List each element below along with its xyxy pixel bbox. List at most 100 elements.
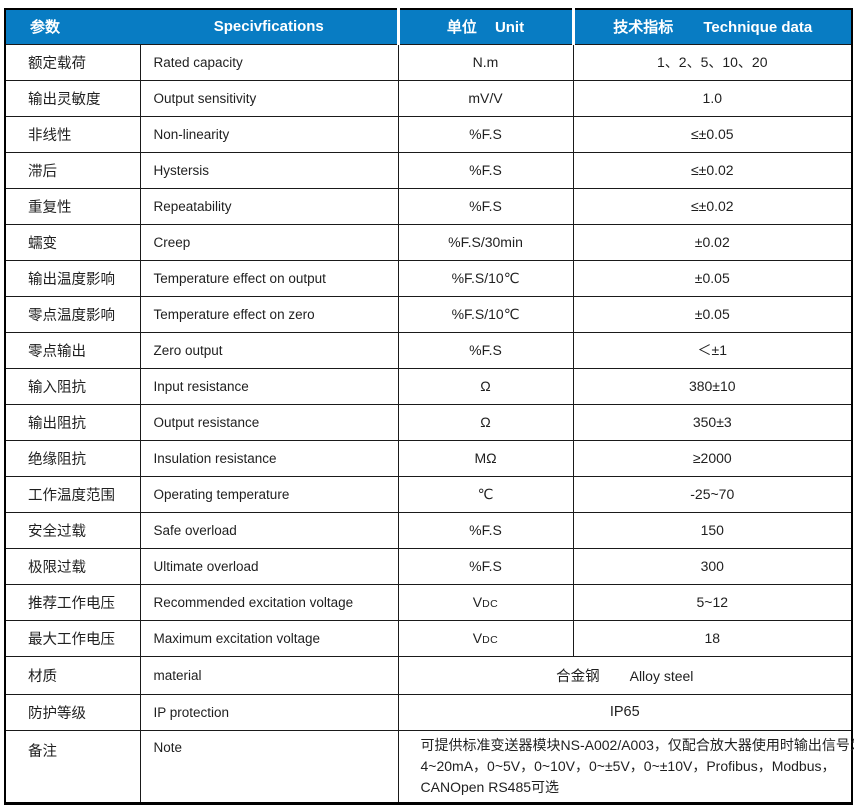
unit-cell: %F.S/10℃ [397,295,574,333]
header-tech-en: Technique data [703,19,813,37]
table-row: 安全过载 Safe overload %F.S 150 [4,511,853,549]
unit-vdc-subscript: DC [482,634,499,646]
param-cn-cell: 工作温度范围 [4,475,141,513]
param-en-cell: Output sensitivity [139,79,399,117]
unit-cell: %F.S/30min [397,223,574,261]
param-cn-cell: 备注 [4,729,141,804]
material-value-cn: 合金钢 [556,668,600,685]
value-cell: ±0.05 [572,295,853,333]
param-cn-cell: 安全过载 [4,511,141,549]
header-param-cn: 参数 [30,19,61,37]
param-cn-cell: 输出灵敏度 [4,79,141,117]
header-unit-cn: 单位 [446,19,477,37]
value-cell: 380±10 [572,367,853,405]
param-en-cell: Zero output [139,331,399,369]
table-row: 工作温度范围 Operating temperature ℃ -25~70 [4,475,853,513]
unit-cell: mV/V [397,79,574,117]
table-row: 滞后 Hystersis %F.S ≤±0.02 [4,151,853,189]
table-row: 输出灵敏度 Output sensitivity mV/V 1.0 [4,79,853,117]
spec-table: 参数 Specivfications 单位 Unit 技术指标 Technique … [4,8,854,805]
unit-cell: %F.S [397,115,574,153]
value-cell: ±0.05 [572,259,853,297]
unit-vdc: V [472,630,483,646]
table-row-note: 备注 Note 可提供标准变送器模块NS-A002/A003，仅配合放大器使用时… [4,729,854,804]
unit-vdc-subscript: DC [482,598,499,610]
value-cell: -25~70 [572,475,853,513]
unit-cell: ℃ [397,475,574,513]
unit-cell: %F.S [397,151,574,189]
param-cn-cell: 防护等级 [4,693,141,731]
header-cell-parameters: 参数 Specivfications [5,9,399,45]
unit-cell: %F.S [397,187,574,225]
param-en-cell: Repeatability [139,187,399,225]
table-row: 非线性 Non-linearity %F.S ≤±0.05 [4,115,853,153]
param-cn-cell: 极限过载 [4,547,141,585]
param-en-cell: Maximum excitation voltage [139,619,399,657]
unit-cell: N.m [397,43,574,81]
table-row: 额定载荷 Rated capacity N.m 1、2、5、10、20 [4,43,853,81]
param-en-cell: Rated capacity [139,43,399,81]
header-cell-technique-data: 技术指标 Technique data [571,9,853,45]
table-row: 零点温度影响 Temperature effect on zero %F.S/1… [4,295,853,333]
param-cn-cell: 推荐工作电压 [4,583,141,621]
param-en-cell: Note [139,729,399,804]
table-row: 蠕变 Creep %F.S/30min ±0.02 [4,223,853,261]
table-row-ip-protection: 防护等级 IP protection IP65 [4,693,853,731]
table-row-recommended-voltage: 推荐工作电压 Recommended excitation voltage VD… [4,583,853,621]
param-cn-cell: 额定载荷 [4,43,141,81]
value-cell: 300 [572,547,853,585]
note-line-1: 可提供标准变送器模块NS-A002/A003，仅配合放大器使用时输出信号为 [420,736,854,753]
table-row: 极限过载 Ultimate overload %F.S 300 [4,547,853,585]
param-en-cell: material [139,655,399,695]
unit-cell: MΩ [397,439,574,477]
param-cn-cell: 零点输出 [4,331,141,369]
value-cell: ≤±0.05 [572,115,853,153]
table-row: 零点输出 Zero output %F.S ＜±1 [4,331,853,369]
value-cell: ≤±0.02 [572,151,853,189]
param-en-cell: Hystersis [139,151,399,189]
value-cell: ≤±0.02 [572,187,853,225]
table-row-material: 材质 material 合金钢 Alloy steel [4,655,853,695]
header-cell-unit: 单位 Unit [396,9,574,45]
param-en-cell: Ultimate overload [139,547,399,585]
unit-cell: %F.S/10℃ [397,259,574,297]
param-en-cell: Temperature effect on zero [139,295,399,333]
header-row: 参数 Specivfications 单位 Unit 技术指标 Technique … [5,9,853,45]
ip-value-cell: IP65 [397,693,853,731]
param-cn-cell: 输出阻抗 [4,403,141,441]
unit-cell: Ω [397,367,574,405]
param-cn-cell: 最大工作电压 [4,619,141,657]
value-cell: 5~12 [572,583,853,621]
unit-cell: %F.S [397,511,574,549]
value-cell: 1、2、5、10、20 [572,43,853,81]
note-value-cell: 可提供标准变送器模块NS-A002/A003，仅配合放大器使用时输出信号为 4~… [397,729,854,804]
param-en-cell: Recommended excitation voltage [139,583,399,621]
note-line-3: CANOpen RS485可选 [420,778,560,795]
param-cn-cell: 输入阻抗 [4,367,141,405]
param-en-cell: Output resistance [139,403,399,441]
header-unit-en: Unit [494,19,525,37]
table-row-maximum-voltage: 最大工作电压 Maximum excitation voltage VDC 18 [4,619,853,657]
param-en-cell: Insulation resistance [139,439,399,477]
param-cn-cell: 绝缘阻抗 [4,439,141,477]
table-row: 输入阻抗 Input resistance Ω 380±10 [4,367,853,405]
param-en-cell: Operating temperature [139,475,399,513]
param-en-cell: Non-linearity [139,115,399,153]
param-cn-cell: 输出温度影响 [4,259,141,297]
param-cn-cell: 蠕变 [4,223,141,261]
unit-cell: %F.S [397,547,574,585]
unit-cell: Ω [397,403,574,441]
material-value-cell: 合金钢 Alloy steel [397,655,853,695]
unit-cell: VDC [397,583,574,621]
unit-cell: %F.S [397,331,574,369]
header-specifications: Specivfications [213,18,324,36]
value-cell: 1.0 [572,79,853,117]
table-row: 重复性 Repeatability %F.S ≤±0.02 [4,187,853,225]
param-cn-cell: 零点温度影响 [4,295,141,333]
note-line-2: 4~20mA，0~5V，0~10V，0~±5V，0~±10V，Profibus，… [420,757,836,774]
header-tech-cn: 技术指标 [613,19,674,37]
param-en-cell: Creep [139,223,399,261]
param-en-cell: Temperature effect on output [139,259,399,297]
param-cn-cell: 非线性 [4,115,141,153]
value-cell: ±0.02 [572,223,853,261]
